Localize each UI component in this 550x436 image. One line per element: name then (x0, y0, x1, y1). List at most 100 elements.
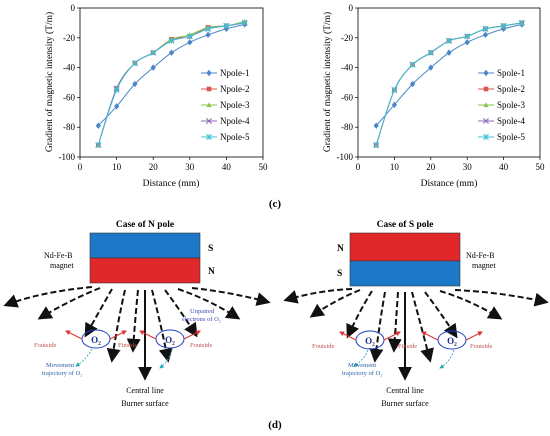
legend-label: Spole-3 (497, 100, 525, 110)
y-tick-label: -80 (63, 122, 75, 132)
force-arrow (183, 330, 201, 340)
field-lines (3, 286, 271, 363)
data-point (95, 142, 102, 149)
x-tick-label: 30 (463, 162, 473, 172)
field-line (164, 289, 198, 338)
diagram-title: Case of S pole (377, 220, 434, 230)
data-point (95, 122, 101, 129)
data-point (114, 103, 120, 110)
data-point (428, 64, 434, 71)
plot-frame (79, 7, 264, 158)
top-pole-label: N (337, 244, 344, 254)
legend-item: Spole-3 (478, 100, 525, 110)
y-tick-label: -60 (341, 92, 353, 102)
trajectory-arrow (159, 348, 173, 369)
y-tick-label: 0 (71, 3, 76, 13)
top-pole-label: S (208, 244, 213, 254)
legend-label: Spole-1 (497, 68, 525, 78)
central-line-label: Central line (386, 386, 424, 395)
legend-label: Spole-4 (497, 116, 525, 126)
legend-label: Npole-3 (220, 100, 250, 110)
o2-label: O₂ (365, 336, 375, 346)
field-line (309, 289, 361, 318)
data-point (131, 60, 138, 67)
unpaired-label: Unpaired (190, 308, 215, 315)
y-axis-label: Gradient of magnetic intensity (T/m) (44, 12, 55, 152)
data-point (223, 22, 230, 29)
plot-frame (357, 7, 541, 158)
legend-marker (206, 86, 212, 92)
data-point (391, 86, 398, 93)
data-point (373, 122, 379, 129)
data-point (373, 142, 380, 149)
y-tick-label: -40 (63, 63, 75, 73)
legend-marker (206, 69, 212, 77)
legend-label: Npole-4 (220, 116, 250, 126)
x-tick-label: 50 (259, 162, 269, 172)
force-outside-label: Foutside (470, 343, 493, 350)
magnet-top-block (89, 232, 201, 259)
x-tick-label: 40 (499, 162, 509, 172)
legend-item: Npole-1 (201, 68, 250, 78)
data-point (205, 31, 211, 39)
x-tick-label: 20 (426, 162, 436, 172)
field-line (369, 291, 386, 363)
legend-marker (483, 134, 489, 140)
data-point (132, 80, 138, 88)
x-tick-label: 10 (112, 162, 122, 172)
x-ticks: 0 10 20 30 40 50 (356, 157, 545, 172)
legend-marker (206, 134, 212, 140)
y-ticks: 0 -20 -40 -60 -80 -100 (337, 3, 358, 162)
data-point (446, 49, 452, 56)
field-lines (283, 288, 549, 363)
legend-marker (483, 69, 489, 77)
legend-label: Spole-5 (497, 132, 525, 142)
force-arrow (139, 330, 157, 340)
chart-spole: 0 10 20 30 40 50 0 -20 -40 -60 -80 -100 Distance (… (322, 3, 545, 189)
burner-surface-label: Burner surface (121, 399, 169, 408)
bottom-pole-label: N (208, 267, 215, 277)
trajectory-arrow (439, 349, 455, 369)
data-point (186, 33, 193, 40)
y-tick-label: -80 (341, 122, 353, 132)
movement-label: Movement (348, 362, 376, 369)
data-point (464, 33, 471, 40)
legend-item: Spole-2 (478, 84, 525, 94)
data-point (168, 49, 175, 56)
legend-item: Npole-2 (201, 84, 250, 94)
x-tick-label: 50 (536, 162, 546, 172)
data-point (241, 19, 248, 26)
chart-npole: 0 10 20 30 40 50 0 -20 -40 -60 -80 -100 Distance (… (44, 3, 268, 189)
data-point (168, 37, 175, 44)
data-point (409, 61, 416, 68)
field-line (424, 291, 458, 339)
movement-label: Movement (46, 362, 74, 369)
legend-marker (483, 102, 489, 108)
magnet-name: Nd-Fe-B (44, 251, 72, 260)
field-line (106, 289, 126, 363)
series-spole-5 (373, 19, 525, 149)
central-line-label: Central line (126, 386, 164, 395)
x-tick-label: 0 (356, 162, 361, 172)
legend: Spole-1 Spole-2 Spole-3 Spole-4 Spole-5 (478, 68, 525, 142)
field-line (84, 288, 113, 338)
y-tick-label: -20 (63, 33, 75, 43)
field-line (411, 291, 434, 363)
data-point (205, 25, 212, 32)
force-arrow (383, 331, 401, 341)
force-outside-label: Foutside (312, 343, 335, 350)
data-point (391, 101, 397, 109)
data-point (482, 31, 488, 39)
field-line (126, 289, 141, 353)
series-group (373, 19, 525, 149)
data-point (501, 25, 507, 33)
series-npole-5 (95, 19, 248, 149)
field-line (283, 288, 353, 304)
field-line (37, 287, 101, 320)
magnet-word: magnet (50, 261, 74, 270)
legend-item: Spole-5 (478, 132, 525, 142)
magnet-word: magnet (472, 261, 496, 270)
data-point (427, 49, 434, 56)
field-line (3, 286, 93, 308)
magnet-name: Nd-Fe-B (466, 251, 494, 260)
